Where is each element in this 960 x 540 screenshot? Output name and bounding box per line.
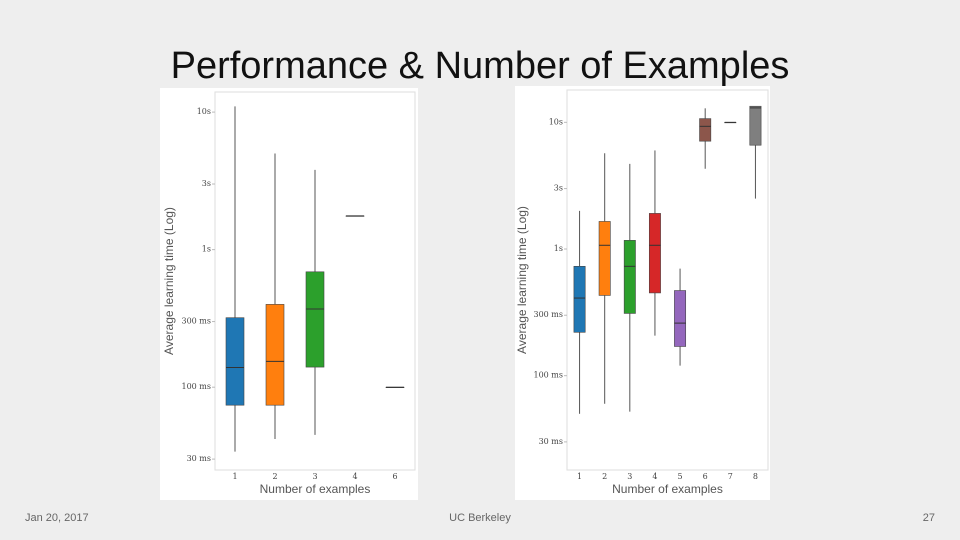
x-axis-label: Number of examples bbox=[260, 482, 371, 496]
y-tick-label: 3s bbox=[554, 184, 563, 193]
footer-page: 27 bbox=[923, 512, 935, 524]
plot-image bbox=[515, 86, 770, 500]
box bbox=[648, 213, 661, 294]
box bbox=[623, 240, 636, 314]
y-tick-label: 10s bbox=[197, 107, 211, 116]
x-tick-label: 3 bbox=[627, 472, 632, 481]
y-axis-label: Average learning time (Log) bbox=[515, 206, 529, 354]
box bbox=[674, 290, 687, 347]
x-tick-label: 1 bbox=[577, 472, 582, 481]
y-tick-label: 300 ms bbox=[181, 317, 211, 326]
y-tick-label: 100 ms bbox=[181, 382, 211, 391]
y-axis-label: Average learning time (Log) bbox=[162, 207, 176, 355]
y-tick-label: 10s bbox=[549, 117, 563, 126]
x-tick-label: 3 bbox=[312, 472, 317, 481]
y-tick-label: 30 ms bbox=[187, 454, 211, 463]
x-tick-label: 6 bbox=[703, 472, 708, 481]
y-tick-label: 30 ms bbox=[539, 437, 563, 446]
y-tick-label: 100 ms bbox=[533, 371, 563, 380]
box bbox=[598, 221, 611, 296]
x-tick-label: 4 bbox=[352, 472, 357, 481]
y-tick-label: 1s bbox=[202, 245, 211, 254]
x-tick-label: 8 bbox=[753, 472, 758, 481]
box bbox=[749, 105, 762, 146]
x-tick-label: 2 bbox=[272, 472, 277, 481]
x-tick-label: 2 bbox=[602, 472, 607, 481]
box bbox=[225, 317, 245, 406]
footer-date: Jan 20, 2017 bbox=[25, 512, 89, 524]
slide-title: Performance & Number of Examples bbox=[171, 45, 790, 87]
box bbox=[265, 304, 285, 406]
box bbox=[699, 118, 712, 142]
footer-organization: UC Berkeley bbox=[449, 512, 511, 524]
x-axis-label: Number of examples bbox=[612, 482, 723, 496]
plot-frame bbox=[566, 89, 769, 471]
x-tick-label: 1 bbox=[232, 472, 237, 481]
box bbox=[305, 271, 325, 368]
x-tick-label: 5 bbox=[678, 472, 683, 481]
x-tick-label: 7 bbox=[728, 472, 733, 481]
x-tick-label: 4 bbox=[652, 472, 657, 481]
y-tick-label: 300 ms bbox=[533, 310, 563, 319]
x-tick-label: 6 bbox=[392, 472, 397, 481]
plot-frame bbox=[214, 91, 416, 471]
y-tick-label: 3s bbox=[202, 179, 211, 188]
y-tick-label: 1s bbox=[554, 244, 563, 253]
box bbox=[573, 266, 586, 333]
plot-image bbox=[160, 88, 418, 500]
